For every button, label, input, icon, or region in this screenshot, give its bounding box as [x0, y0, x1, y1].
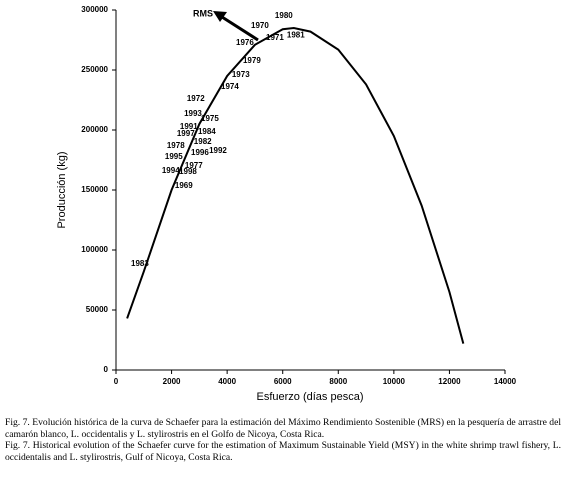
year-label: 1995 [165, 152, 183, 161]
year-label: 1970 [251, 21, 269, 30]
year-label: 1993 [184, 109, 202, 118]
x-tick-label: 2000 [163, 377, 181, 386]
year-label: 1971 [266, 33, 284, 42]
year-label: 1975 [201, 114, 219, 123]
x-tick-label: 8000 [329, 377, 347, 386]
year-label: 1996 [191, 148, 209, 157]
x-tick-label: 4000 [218, 377, 236, 386]
chart: Esfuerzo (días pesca) Producción (kg) RM… [56, 5, 517, 403]
caption: Fig. 7. Evolución histórica de la curva … [5, 417, 561, 463]
year-label: 1994 [162, 166, 180, 175]
annotation: RMS [193, 8, 213, 18]
arrow [221, 15, 259, 42]
year-label: 1981 [287, 30, 305, 39]
y-axis-title: Producción (kg) [56, 151, 68, 228]
x-tick-label: 6000 [274, 377, 292, 386]
year-label: 1972 [187, 94, 205, 103]
year-label: 1984 [198, 127, 216, 136]
x-axis-title: Esfuerzo (días pesca) [257, 391, 364, 403]
year-label: 1991 [180, 122, 198, 131]
curve [126, 26, 465, 344]
y-tick-label: 100000 [81, 245, 108, 254]
year-label: 1998 [179, 167, 197, 176]
y-tick-label: 200000 [81, 125, 108, 134]
x-tick-label: 0 [114, 377, 119, 386]
y-tick-label: 250000 [81, 65, 108, 74]
year-label: 1969 [175, 181, 193, 190]
year-label: 1976 [236, 38, 254, 47]
y-tick-label: 300000 [81, 5, 108, 14]
year-label: 1980 [275, 11, 293, 20]
y-tick-label: 0 [104, 365, 109, 374]
y-tick-label: 50000 [86, 305, 109, 314]
x-tick-label: 12000 [438, 377, 461, 386]
year-label: 1982 [194, 137, 212, 146]
year-label: 1977 [185, 161, 203, 170]
year-label: 1992 [209, 146, 227, 155]
year-label: 1974 [221, 82, 239, 91]
year-label: 1973 [232, 70, 250, 79]
year-label: 1979 [243, 56, 261, 65]
caption-en: Fig. 7. Historical evolution of the Scha… [5, 440, 561, 463]
year-label: 1978 [167, 141, 185, 150]
x-tick-label: 10000 [383, 377, 406, 386]
arrow-head [213, 11, 227, 22]
year-label: 1997 [177, 129, 195, 138]
year-label: 1983 [131, 259, 149, 268]
x-tick-label: 14000 [494, 377, 517, 386]
y-tick-label: 150000 [81, 185, 108, 194]
caption-es: Fig. 7. Evolución histórica de la curva … [5, 417, 561, 440]
